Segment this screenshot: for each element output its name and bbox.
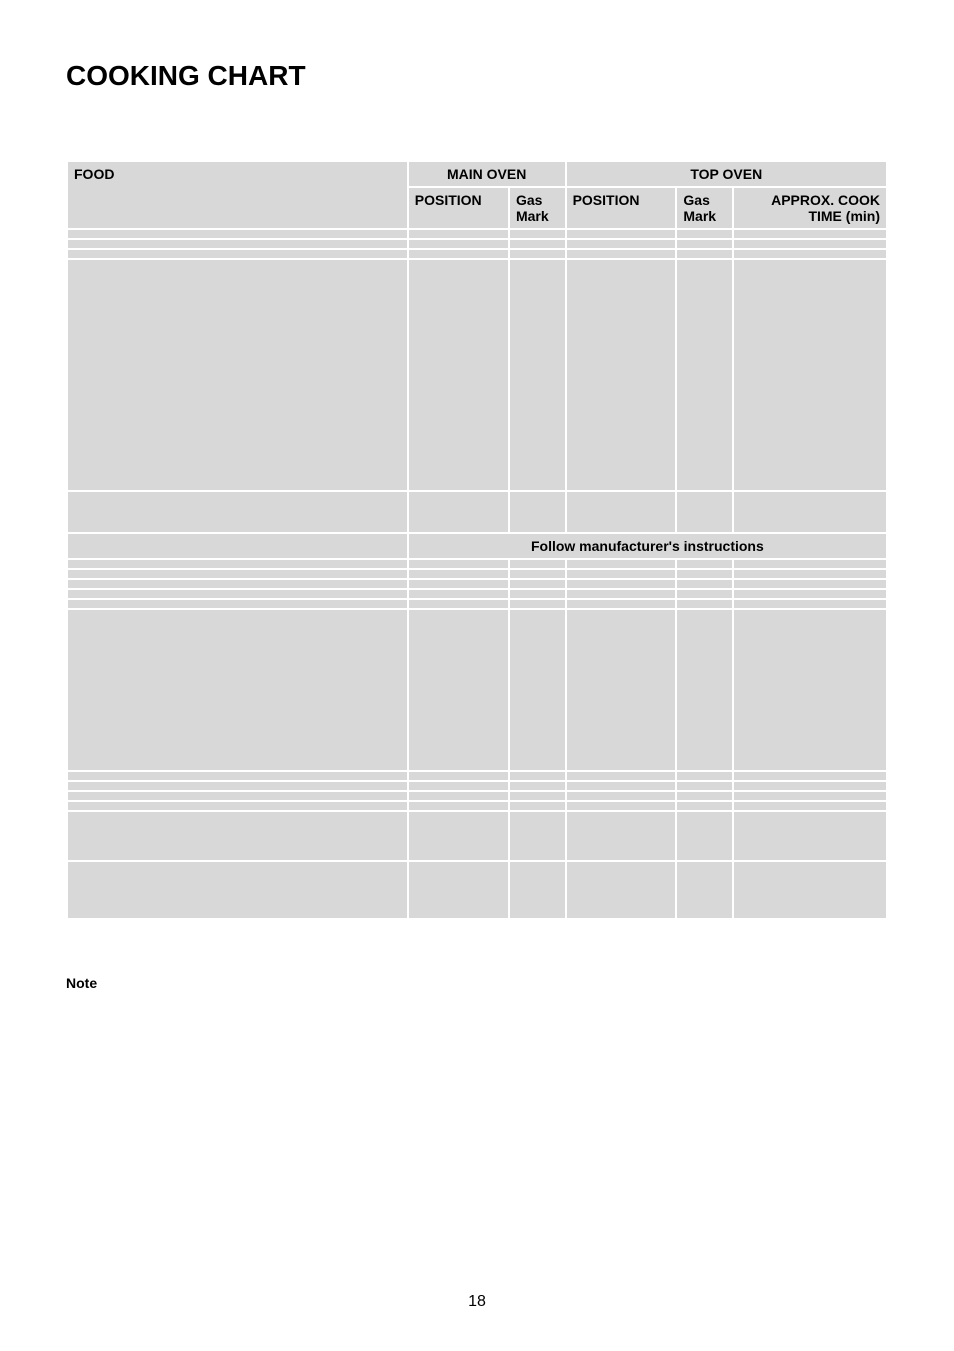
header-food: FOOD bbox=[68, 162, 407, 228]
table-row bbox=[68, 492, 886, 532]
table-row-merged: Follow manufacturer's instructions bbox=[68, 534, 886, 558]
table-row bbox=[68, 600, 886, 608]
header-approx-time: APPROX. COOK TIME (min) bbox=[734, 188, 886, 228]
table-row bbox=[68, 590, 886, 598]
cooking-chart-table: FOOD MAIN OVEN TOP OVEN POSITION Gas Mar… bbox=[66, 160, 888, 920]
table-row bbox=[68, 580, 886, 588]
header-position-main: POSITION bbox=[409, 188, 508, 228]
table-row bbox=[68, 250, 886, 258]
table-row bbox=[68, 772, 886, 780]
merged-instruction: Follow manufacturer's instructions bbox=[409, 534, 886, 558]
page-title: COOKING CHART bbox=[66, 60, 888, 92]
table-row bbox=[68, 802, 886, 810]
table-row bbox=[68, 610, 886, 770]
header-main-oven: MAIN OVEN bbox=[409, 162, 565, 186]
table-row bbox=[68, 260, 886, 490]
header-top-oven: TOP OVEN bbox=[567, 162, 886, 186]
table-row bbox=[68, 812, 886, 860]
header-gasmark-main: Gas Mark bbox=[510, 188, 565, 228]
table-body: Follow manufacturer's instructions bbox=[68, 230, 886, 918]
table-row bbox=[68, 862, 886, 918]
table-row bbox=[68, 560, 886, 568]
note-label: Note bbox=[66, 975, 888, 991]
table-row bbox=[68, 570, 886, 578]
table-row bbox=[68, 782, 886, 790]
header-position-top: POSITION bbox=[567, 188, 676, 228]
table-row bbox=[68, 230, 886, 238]
table-row bbox=[68, 792, 886, 800]
page-number: 18 bbox=[0, 1293, 954, 1311]
header-gasmark-top: Gas Mark bbox=[677, 188, 732, 228]
table-row bbox=[68, 240, 886, 248]
